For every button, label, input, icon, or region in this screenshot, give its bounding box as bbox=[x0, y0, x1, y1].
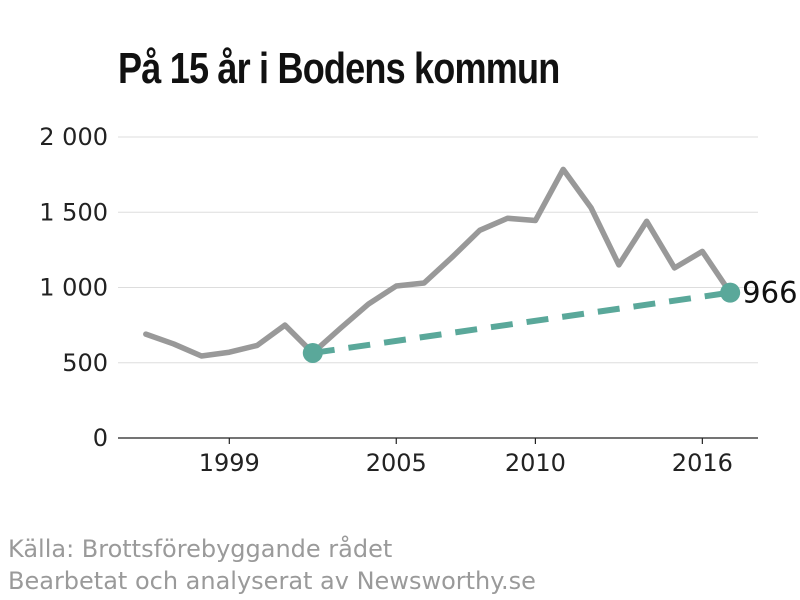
x-tick-label: 2005 bbox=[366, 449, 427, 477]
y-tick-label: 1 500 bbox=[39, 198, 108, 226]
series-layer bbox=[143, 166, 733, 359]
series-line bbox=[143, 166, 733, 359]
grid-lines bbox=[118, 136, 758, 364]
y-tick-label: 2 000 bbox=[39, 123, 108, 151]
trend-layer bbox=[302, 282, 741, 363]
credit-text: Bearbetat och analyserat av Newsworthy.s… bbox=[8, 567, 536, 595]
end-label-layer: 966 bbox=[742, 276, 797, 310]
x-tick-label: 2016 bbox=[672, 449, 733, 477]
chart-title: På 15 år i Bodens kommun bbox=[118, 44, 560, 93]
x-tick-label: 1999 bbox=[199, 449, 260, 477]
trend-start-point bbox=[302, 342, 323, 363]
trend-end-point bbox=[720, 282, 741, 303]
source-text: Källa: Brottsförebyggande rådet bbox=[8, 535, 393, 563]
x-axis: 1999 2005 2010 2016 bbox=[118, 437, 758, 477]
y-tick-label: 1 000 bbox=[39, 274, 108, 302]
x-tick-label: 2010 bbox=[505, 449, 566, 477]
y-tick-label: 0 bbox=[93, 424, 108, 452]
y-tick-label: 500 bbox=[62, 349, 108, 377]
y-axis-tick-labels: 0 500 1 000 1 500 2 000 bbox=[39, 123, 108, 452]
line-chart: 0 500 1 000 1 500 2 000 1999 2005 2010 2016 966 bbox=[39, 123, 797, 477]
end-value-label: 966 bbox=[742, 276, 797, 310]
